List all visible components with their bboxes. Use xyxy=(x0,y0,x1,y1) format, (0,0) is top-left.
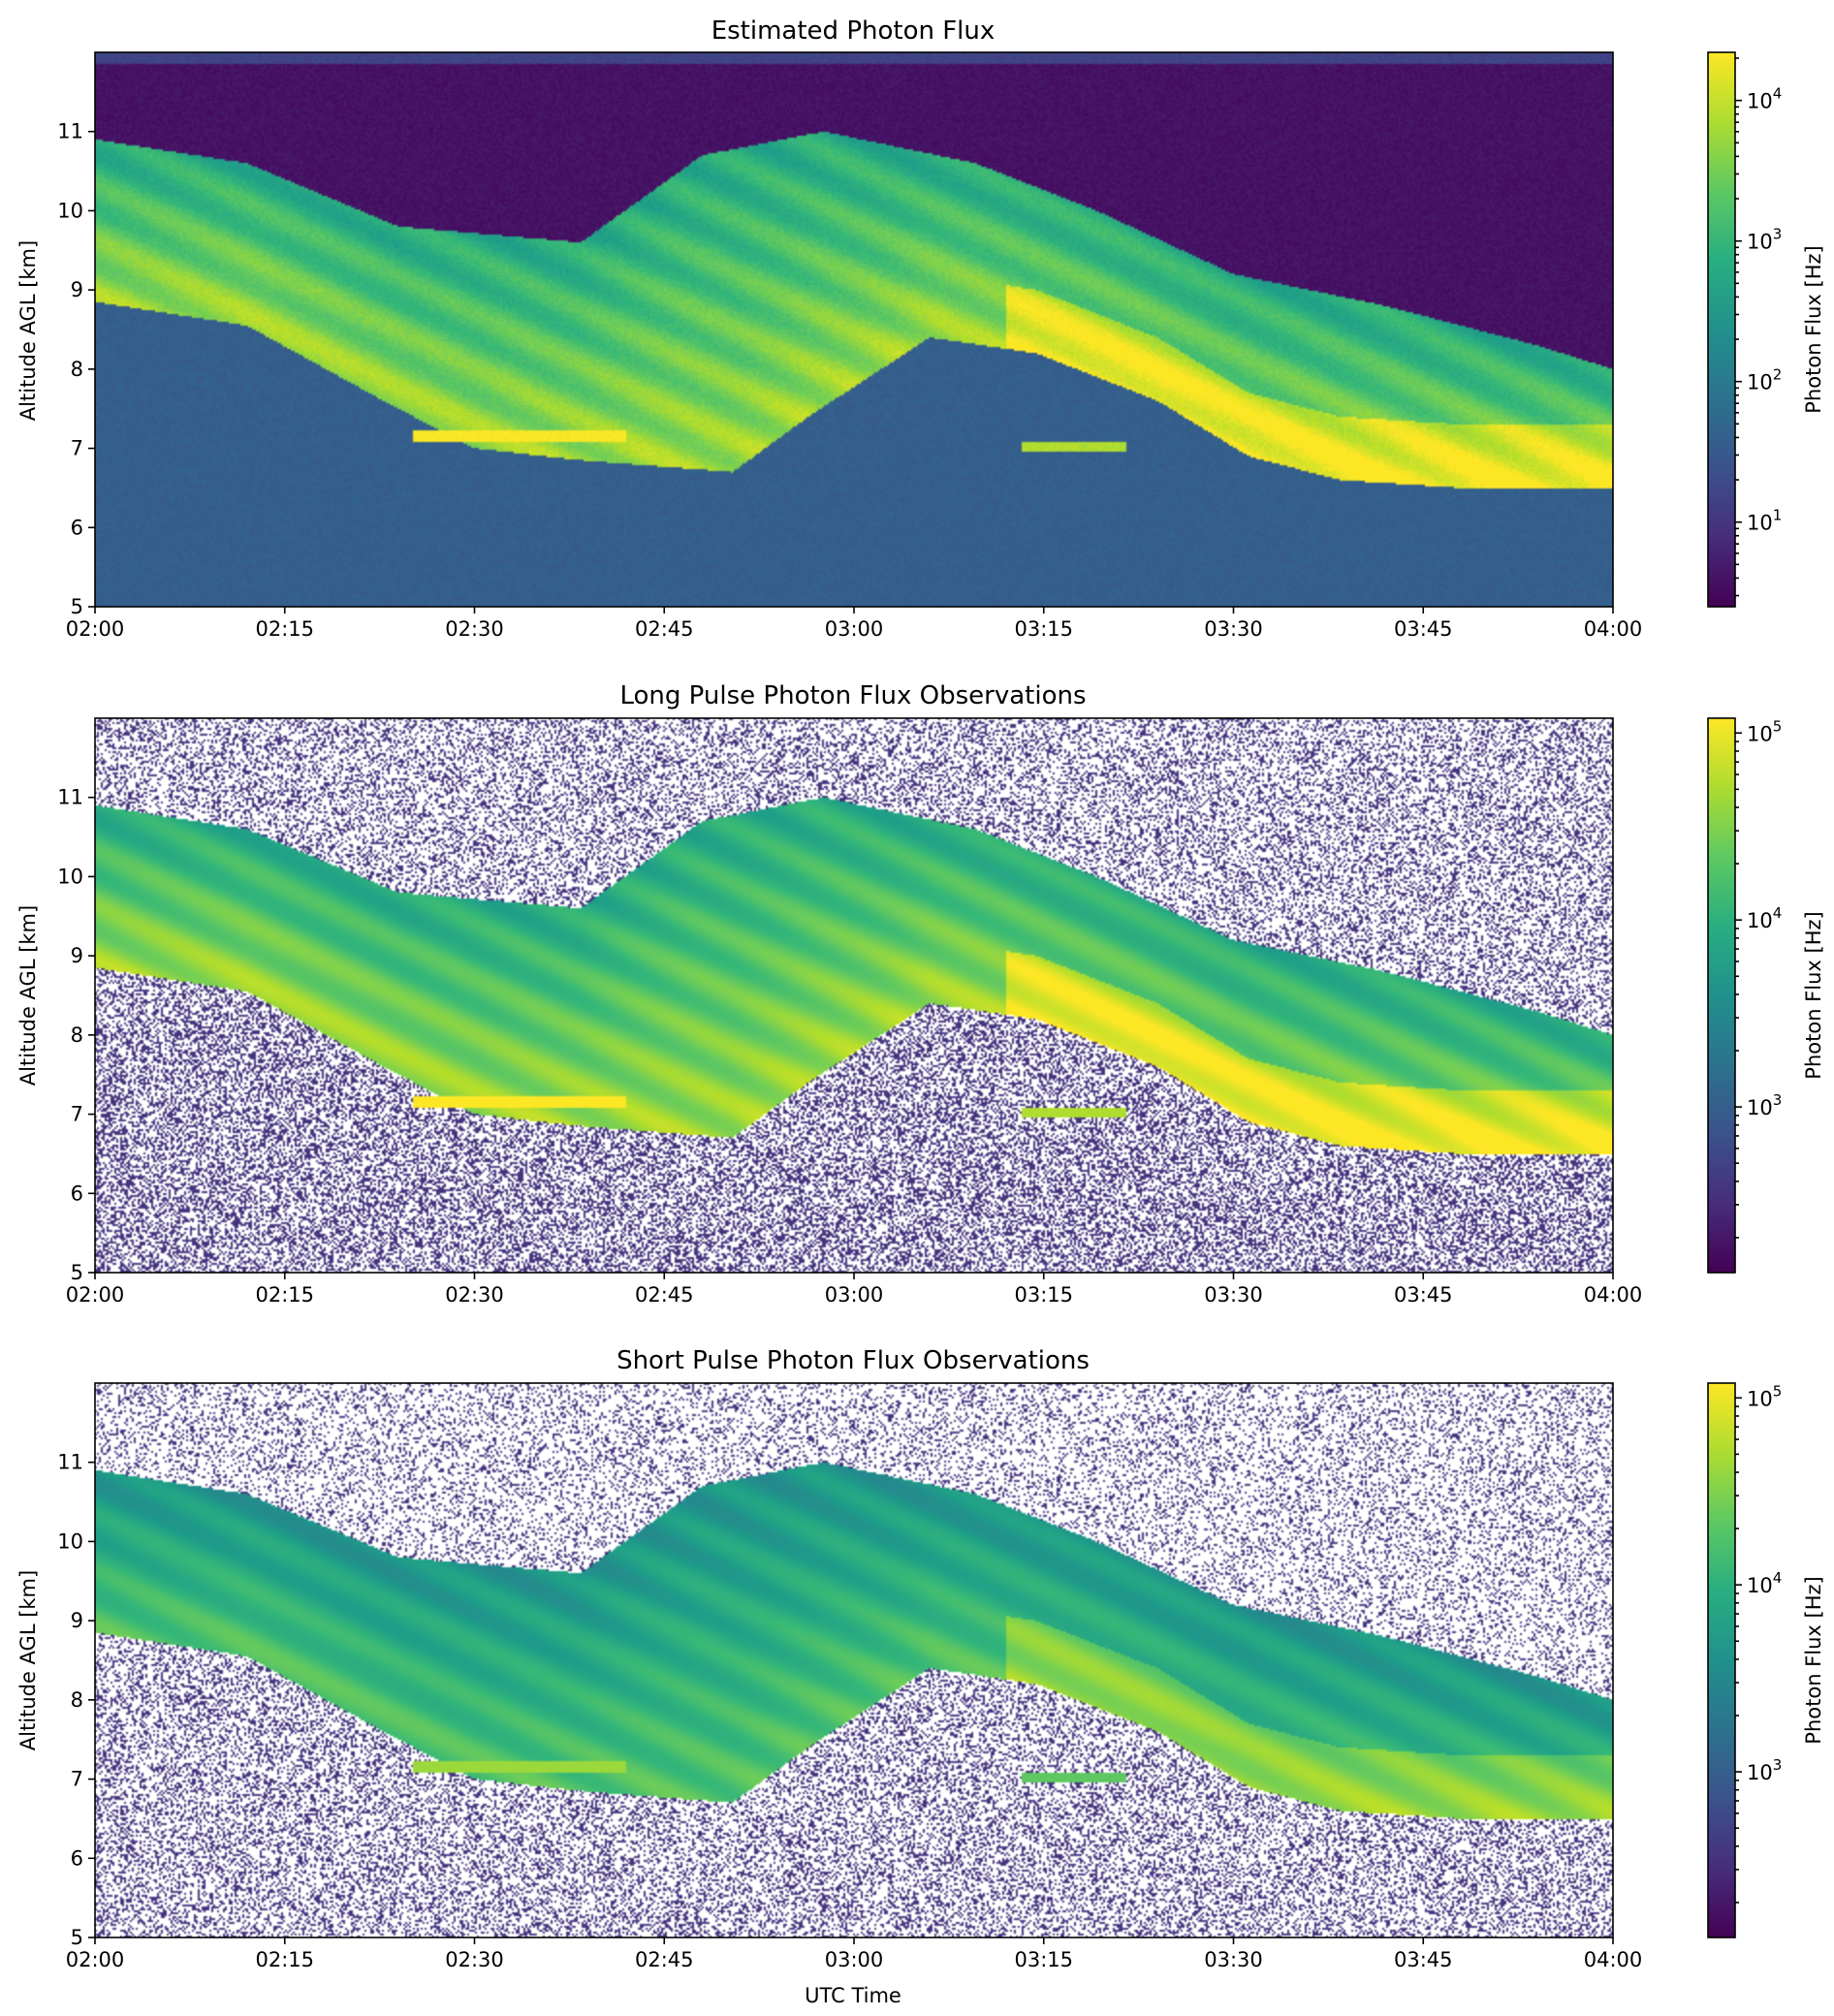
y-tick-label: 11 xyxy=(57,786,83,809)
heatmap-image xyxy=(95,52,1613,607)
colorbar-label: Photon Flux [Hz] xyxy=(1802,245,1825,413)
y-tick-label: 5 xyxy=(71,1261,83,1284)
panel-estimated-photon-flux: Estimated Photon Flux 02:00 02:15 02:30 02:… xyxy=(16,16,1825,641)
colorbar-frame xyxy=(1707,1382,1736,1938)
x-tick-label: 02:45 xyxy=(635,617,694,641)
x-tick-label: 02:15 xyxy=(255,1283,314,1307)
x-tick-label: 02:45 xyxy=(635,1948,694,1971)
colorbar-gradient xyxy=(1708,1383,1735,1937)
y-tick-label: 10 xyxy=(57,199,83,222)
x-tick-label: 03:45 xyxy=(1394,617,1453,641)
y-tick-label: 5 xyxy=(71,1926,83,1949)
x-tick-label: 03:45 xyxy=(1394,1948,1453,1971)
heatmap-image xyxy=(95,1383,1613,1937)
heatmap-plot-area xyxy=(94,717,1614,1274)
colorbar: Photon Flux [Hz] 103 104 105 xyxy=(1707,1382,1825,1938)
colorbar-tick-label: 105 xyxy=(1747,717,1782,745)
panel-title: Short Pulse Photon Flux Observations xyxy=(617,1346,1090,1375)
y-tick-label: 10 xyxy=(57,865,83,888)
y-tick-label: 8 xyxy=(71,1024,83,1047)
panel-title: Estimated Photon Flux xyxy=(711,16,996,46)
colorbar-tick-label: 101 xyxy=(1747,507,1782,535)
x-tick-label: 03:00 xyxy=(825,617,884,641)
x-tick-label: 02:00 xyxy=(66,617,125,641)
x-tick-label: 02:15 xyxy=(255,1948,314,1971)
x-tick-label: 03:30 xyxy=(1204,1283,1263,1307)
x-tick-label: 02:30 xyxy=(445,617,504,641)
x-tick-label: 04:00 xyxy=(1584,1283,1643,1307)
y-tick-label: 11 xyxy=(57,120,83,143)
x-tick-label: 02:15 xyxy=(255,617,314,641)
heatmap-plot-area xyxy=(94,51,1614,608)
x-axis: 02:00 02:15 02:30 02:45 03:00 03:15 03:30 03:45… xyxy=(66,1273,1643,1307)
x-tick-label: 02:30 xyxy=(445,1283,504,1307)
y-tick-label: 7 xyxy=(71,1768,83,1791)
x-tick-label: 03:15 xyxy=(1014,1948,1073,1971)
y-axis: 5 6 7 8 9 10 11 xyxy=(57,786,95,1284)
colorbar-tick-label: 103 xyxy=(1747,226,1782,254)
colorbar-gradient xyxy=(1708,718,1735,1273)
colorbar-frame xyxy=(1707,717,1736,1274)
x-tick-label: 04:00 xyxy=(1584,1948,1643,1971)
y-axis: 5 6 7 8 9 10 11 xyxy=(57,1451,95,1949)
panel-long-pulse-observations: Long Pulse Photon Flux Observations 02:0… xyxy=(16,681,1825,1307)
y-tick-label: 6 xyxy=(71,1181,83,1205)
colorbar: Photon Flux [Hz] 103 104 105 xyxy=(1707,717,1825,1274)
y-axis: 5 6 7 8 9 10 11 xyxy=(57,120,95,618)
y-axis-label: Altitude AGL [km] xyxy=(16,1570,40,1750)
x-tick-label: 03:00 xyxy=(825,1948,884,1971)
y-tick-label: 6 xyxy=(71,1846,83,1870)
y-tick-label: 9 xyxy=(71,278,83,301)
x-tick-label: 02:30 xyxy=(445,1948,504,1971)
colorbar-tick-label: 103 xyxy=(1747,1091,1782,1119)
y-tick-label: 11 xyxy=(57,1451,83,1474)
colorbar-frame xyxy=(1707,51,1736,608)
colorbar-tick-label: 102 xyxy=(1747,366,1782,394)
x-tick-label: 02:00 xyxy=(66,1948,125,1971)
y-tick-label: 5 xyxy=(71,595,83,618)
x-tick-label: 04:00 xyxy=(1584,617,1643,641)
y-axis-label: Altitude AGL [km] xyxy=(16,905,40,1086)
colorbar-tick-label: 104 xyxy=(1747,904,1782,932)
y-tick-label: 8 xyxy=(71,1688,83,1712)
x-tick-label: 02:00 xyxy=(66,1283,125,1307)
x-axis: 02:00 02:15 02:30 02:45 03:00 03:15 03:30 03:45… xyxy=(66,1937,1643,1971)
y-tick-label: 9 xyxy=(71,1609,83,1632)
y-tick-label: 7 xyxy=(71,437,83,460)
y-tick-label: 6 xyxy=(71,516,83,539)
colorbar-tick-label: 104 xyxy=(1747,85,1782,113)
colorbar: Photon Flux [Hz] 101 102 103 104 xyxy=(1707,51,1825,608)
x-tick-label: 03:30 xyxy=(1204,617,1263,641)
x-tick-label: 03:45 xyxy=(1394,1283,1453,1307)
panel-title: Long Pulse Photon Flux Observations xyxy=(620,681,1087,710)
x-tick-label: 03:00 xyxy=(825,1283,884,1307)
heatmap-plot-area xyxy=(94,1382,1614,1938)
x-tick-label: 03:15 xyxy=(1014,1283,1073,1307)
y-tick-label: 10 xyxy=(57,1529,83,1553)
x-axis: 02:00 02:15 02:30 02:45 03:00 03:15 03:30 03:45… xyxy=(66,607,1643,641)
x-axis-label: UTC Time xyxy=(805,1984,901,2007)
y-tick-label: 9 xyxy=(71,944,83,967)
colorbar-tick-label: 103 xyxy=(1747,1756,1782,1784)
y-axis-label: Altitude AGL [km] xyxy=(16,240,40,421)
colorbar-label: Photon Flux [Hz] xyxy=(1802,911,1825,1079)
x-tick-label: 03:15 xyxy=(1014,617,1073,641)
colorbar-tick-label: 104 xyxy=(1747,1569,1782,1597)
colorbar-tick-label: 105 xyxy=(1747,1382,1782,1410)
panel-short-pulse-observations: Short Pulse Photon Flux Observations 02:… xyxy=(16,1346,1825,2007)
heatmap-image xyxy=(95,718,1613,1273)
colorbar-label: Photon Flux [Hz] xyxy=(1802,1576,1825,1744)
x-tick-label: 02:45 xyxy=(635,1283,694,1307)
colorbar-gradient xyxy=(1708,52,1735,607)
y-tick-label: 7 xyxy=(71,1103,83,1126)
x-tick-label: 03:30 xyxy=(1204,1948,1263,1971)
y-tick-label: 8 xyxy=(71,358,83,381)
